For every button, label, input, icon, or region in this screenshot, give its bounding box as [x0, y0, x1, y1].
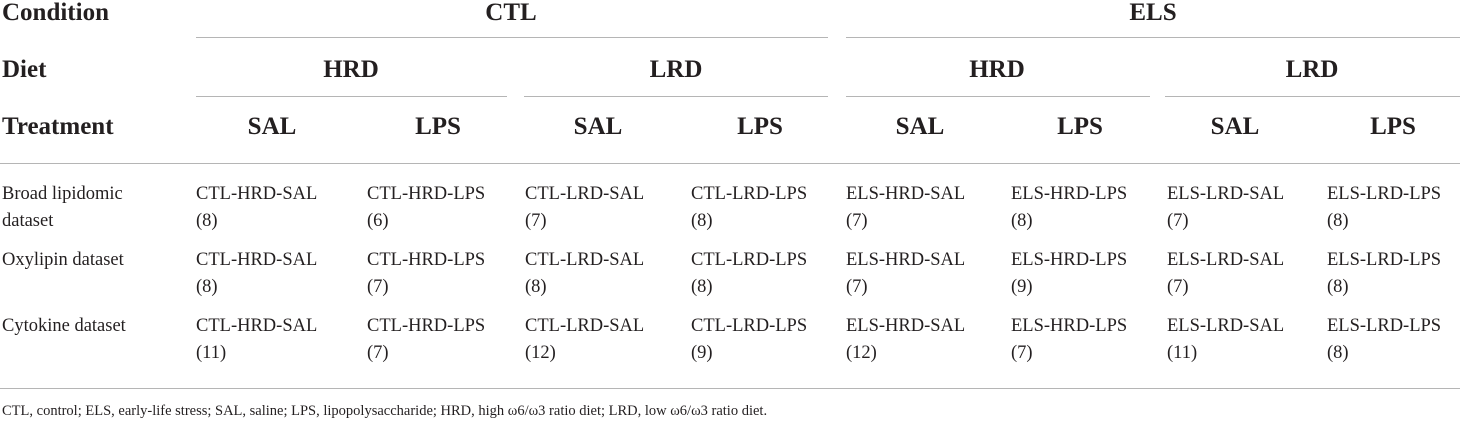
treatment-header-8: LPS [1370, 113, 1416, 140]
table-cell: CTL-HRD-SAL (8) [196, 184, 318, 231]
ctl-hrd-span-rule [196, 96, 507, 97]
header-bottom-rule [0, 163, 1460, 164]
condition-ctl-header: CTL [485, 0, 537, 26]
treatment-header-6: LPS [1057, 113, 1103, 140]
table-cell: CTL-HRD-LPS (6) [367, 184, 486, 231]
table-cell: ELS-HRD-SAL (7) [846, 250, 966, 297]
condition-els-header: ELS [1129, 0, 1177, 26]
treatment-header-4: LPS [737, 113, 783, 140]
table-cell: CTL-LRD-LPS (8) [691, 184, 808, 231]
els-hrd-span-rule [846, 96, 1150, 97]
table-cell: CTL-HRD-LPS (7) [367, 316, 486, 363]
table-cell: ELS-LRD-SAL (7) [1167, 250, 1285, 297]
ctl-span-rule [196, 37, 828, 38]
table-cell: ELS-HRD-LPS (7) [1011, 316, 1128, 363]
table-cell: ELS-LRD-LPS (8) [1327, 250, 1442, 297]
table-cell: CTL-LRD-LPS (9) [691, 316, 808, 363]
row-label-cytokine: Cytokine dataset [2, 316, 126, 336]
diet-ctl-lrd-header: LRD [649, 56, 703, 83]
treatment-header-5: SAL [895, 113, 945, 140]
table-cell: CTL-LRD-SAL (8) [525, 250, 645, 297]
table-bottom-rule [0, 388, 1460, 389]
ctl-lrd-span-rule [524, 96, 828, 97]
diet-els-hrd-header: HRD [969, 56, 1025, 83]
row-label-broad-lipidomic: Broad lipidomic dataset [2, 184, 123, 231]
table-cell: CTL-HRD-SAL (8) [196, 250, 318, 297]
treatment-header-1: SAL [247, 113, 297, 140]
diet-els-lrd-header: LRD [1285, 56, 1339, 83]
els-lrd-span-rule [1165, 96, 1460, 97]
table-cell: CTL-LRD-SAL (12) [525, 316, 645, 363]
table-cell: ELS-LRD-LPS (8) [1327, 316, 1442, 363]
treatment-header-label: Treatment [2, 113, 114, 140]
table-cell: ELS-HRD-SAL (7) [846, 184, 966, 231]
table-cell: ELS-HRD-LPS (8) [1011, 184, 1128, 231]
table-footnote: CTL, control; ELS, early-life stress; SA… [2, 403, 768, 419]
table-cell: CTL-LRD-LPS (8) [691, 250, 808, 297]
table-cell: ELS-HRD-SAL (12) [846, 316, 966, 363]
diet-header-label: Diet [2, 56, 47, 83]
table-cell: CTL-HRD-LPS (7) [367, 250, 486, 297]
table-cell: CTL-LRD-SAL (7) [525, 184, 645, 231]
table-cell: ELS-LRD-SAL (11) [1167, 316, 1285, 363]
els-span-rule [846, 37, 1460, 38]
treatment-header-2: LPS [415, 113, 461, 140]
table-cell: ELS-LRD-LPS (8) [1327, 184, 1442, 231]
table-cell: ELS-HRD-LPS (9) [1011, 250, 1128, 297]
diet-ctl-hrd-header: HRD [323, 56, 379, 83]
treatment-header-3: SAL [573, 113, 623, 140]
table-cell: CTL-HRD-SAL (11) [196, 316, 318, 363]
treatment-header-7: SAL [1210, 113, 1260, 140]
row-label-oxylipin: Oxylipin dataset [2, 250, 124, 270]
condition-header-label: Condition [2, 0, 109, 26]
table-cell: ELS-LRD-SAL (7) [1167, 184, 1285, 231]
